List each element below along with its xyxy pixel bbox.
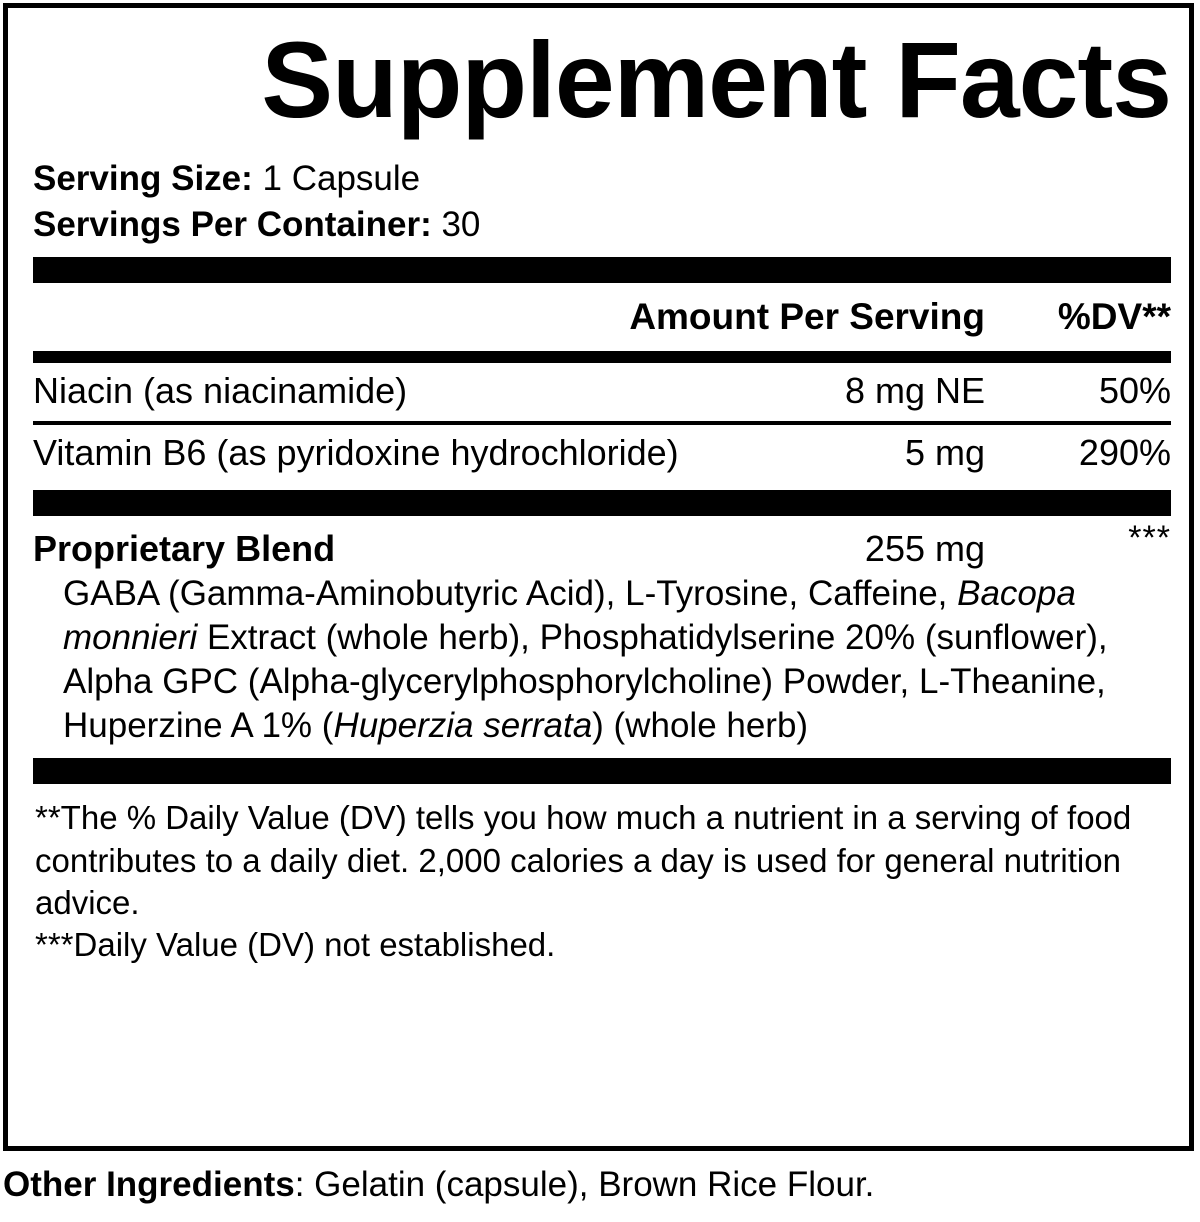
panel-inner: Supplement Facts Serving Size: 1 Capsule… bbox=[33, 8, 1172, 1146]
servings-per-container-label: Servings Per Container: bbox=[33, 204, 432, 244]
blend-ingredients: GABA (Gamma-Aminobutyric Acid), L-Tyrosi… bbox=[33, 572, 1171, 758]
nutrient-amount: 5 mg bbox=[904, 432, 985, 474]
rule-above-blend bbox=[33, 489, 1171, 516]
column-header-amount-per-serving: Amount Per Serving bbox=[629, 296, 985, 337]
blend-name: Proprietary Blend bbox=[33, 527, 336, 569]
ingredient-text: GABA (Gamma-Aminobutyric Acid), L-Tyrosi… bbox=[63, 574, 958, 614]
table-row: Niacin (as niacinamide) 8 mg NE 50% bbox=[33, 363, 1171, 421]
page-title: Supplement Facts bbox=[261, 19, 1172, 140]
blend-row: Proprietary Blend 255 mg *** bbox=[33, 516, 1171, 572]
blend-amount: 255 mg bbox=[864, 527, 985, 569]
column-header-percent-dv: %DV** bbox=[1057, 296, 1171, 337]
nutrient-percent-dv: 50% bbox=[1098, 369, 1171, 411]
footnote-not-established: ***Daily Value (DV) not established. bbox=[35, 926, 556, 964]
other-ingredients-label: Other Ingredients bbox=[3, 1165, 295, 1204]
serving-size-line: Serving Size: 1 Capsule bbox=[33, 156, 1171, 202]
rule-under-header bbox=[33, 350, 1171, 363]
serving-size-value: 1 Capsule bbox=[262, 159, 421, 198]
nutrient-amount: 8 mg NE bbox=[844, 369, 985, 411]
blend-dv-stars: *** bbox=[1128, 518, 1171, 557]
footnotes: **The % Daily Value (DV) tells you how m… bbox=[33, 784, 1171, 966]
nutrient-name: Niacin (as niacinamide) bbox=[33, 369, 408, 411]
blend-percent-dv: *** bbox=[985, 518, 1171, 570]
nutrient-percent-dv: 290% bbox=[1078, 432, 1171, 474]
rule-between-rows bbox=[33, 421, 1171, 426]
rule-below-blend bbox=[33, 758, 1171, 785]
table-header-row: Amount Per Serving %DV** bbox=[33, 283, 1171, 351]
ingredient-text: ) (whole herb) bbox=[592, 706, 809, 746]
rule-thick-top bbox=[33, 257, 1171, 283]
other-ingredients-value: Gelatin (capsule), Brown Rice Flour. bbox=[314, 1165, 875, 1204]
serving-size-label: Serving Size: bbox=[33, 159, 253, 198]
spacer bbox=[33, 247, 1171, 257]
footnote-daily-value: **The % Daily Value (DV) tells you how m… bbox=[35, 799, 1132, 921]
supplement-facts-panel: Supplement Facts Serving Size: 1 Capsule… bbox=[3, 3, 1194, 1151]
nutrient-name: Vitamin B6 (as pyridoxine hydrochloride) bbox=[33, 432, 679, 474]
servings-per-container-value: 30 bbox=[441, 204, 481, 244]
botanical-name: Bacopa monnieri bbox=[63, 574, 1076, 658]
servings-per-container-line: Servings Per Container: 30 bbox=[33, 202, 1171, 248]
botanical-name: Huperzia serrata bbox=[333, 706, 593, 746]
table-row: Vitamin B6 (as pyridoxine hydrochloride)… bbox=[33, 425, 1171, 483]
other-ingredients-line: Other Ingredients: Gelatin (capsule), Br… bbox=[3, 1164, 1188, 1206]
serving-info: Serving Size: 1 Capsule Servings Per Con… bbox=[33, 156, 1171, 247]
ingredient-text: Extract (whole herb), Phosphatidylserine… bbox=[63, 618, 1108, 746]
other-ingredients-separator: : bbox=[294, 1165, 315, 1204]
